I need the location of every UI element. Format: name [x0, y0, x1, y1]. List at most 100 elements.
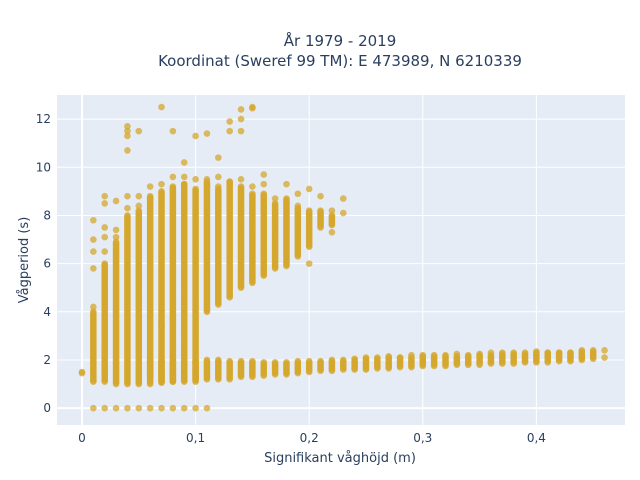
scatter-point [101, 233, 109, 241]
y-tick-label: 10 [36, 160, 51, 174]
scatter-point [328, 356, 336, 364]
scatter-point [215, 154, 222, 161]
y-tick-label: 0 [43, 401, 51, 415]
scatter-point [339, 209, 347, 217]
scatter-point [237, 176, 245, 183]
scatter-point [226, 118, 233, 125]
scatter-point [192, 132, 199, 140]
scatter-point [305, 260, 313, 267]
scatter-point [169, 404, 177, 412]
scatter-point [158, 103, 165, 111]
scatter-point [260, 180, 268, 188]
scatter-point [396, 354, 404, 361]
scatter-point [271, 195, 279, 202]
scatter-point [589, 347, 597, 354]
scatter-point [124, 192, 131, 200]
scatter-point [305, 207, 313, 214]
scatter-point [453, 350, 461, 358]
scatter-point [374, 354, 381, 361]
scatter-point [203, 356, 211, 364]
scatter-point [90, 303, 97, 311]
scatter-point [544, 349, 552, 357]
scatter-point [476, 350, 483, 358]
scatter-point [192, 176, 199, 183]
scatter-point [158, 188, 165, 195]
scatter-point [226, 357, 233, 365]
chart-title-line-2: Koordinat (Sweref 99 TM): E 473989, N 62… [158, 52, 522, 70]
scatter-point [112, 197, 120, 205]
scatter-point [249, 190, 256, 198]
scatter-point [499, 349, 506, 357]
scatter-point [169, 127, 177, 135]
scatter-point [339, 356, 347, 364]
scatter-point [430, 351, 438, 359]
scatter-point [101, 248, 109, 255]
scatter-point [567, 349, 574, 357]
scatter-point [135, 404, 143, 412]
y-axis-title: Vågperiod (s) [17, 217, 32, 304]
scatter-point [215, 356, 222, 364]
scatter-point [180, 173, 188, 181]
scatter-point [112, 226, 120, 234]
scatter-point [260, 190, 268, 198]
scatter-point [271, 200, 279, 207]
x-tick-label: 0,1 [186, 431, 205, 445]
scatter-point [294, 357, 302, 365]
scatter-point [90, 236, 97, 243]
scatter-point [180, 180, 188, 188]
scatter-point [135, 192, 143, 200]
scatter-point [169, 356, 177, 364]
scatter-point [169, 315, 177, 323]
y-tick-label: 12 [36, 112, 51, 126]
scatter-point [158, 404, 165, 412]
scatter-point [328, 207, 336, 214]
scatter-point [317, 207, 324, 214]
scatter-point [249, 183, 256, 190]
scatter-point [124, 123, 131, 130]
scatter-point [158, 356, 165, 364]
scatter-point [249, 357, 256, 365]
scatter-point [317, 192, 324, 200]
scatter-point [180, 404, 188, 412]
scatter-point [249, 104, 256, 112]
scatter-series [78, 103, 608, 412]
scatter-point [146, 183, 154, 190]
scatter-point [408, 351, 415, 359]
scatter-point [237, 183, 245, 190]
scatter-point [237, 115, 245, 123]
scatter-point [237, 106, 245, 113]
scatter-point [601, 347, 608, 354]
scatter-point [158, 180, 165, 188]
scatter-point [180, 356, 188, 364]
scatter-point [90, 248, 97, 255]
scatter-point [442, 351, 449, 359]
scatter-point [328, 228, 336, 236]
scatter-point [146, 195, 154, 202]
scatter-point [101, 404, 109, 412]
scatter-point [90, 308, 97, 316]
x-tick-label: 0 [78, 431, 86, 445]
x-axis-title: Signifikant våghöjd (m) [264, 451, 416, 466]
y-tick-label: 4 [43, 305, 51, 319]
y-tick-label: 8 [43, 208, 51, 222]
scatter-point [112, 238, 120, 246]
scatter-point [124, 204, 131, 212]
scatter-point [510, 349, 517, 357]
scatter-point [351, 355, 358, 363]
scatter-point [601, 354, 608, 361]
scatter-point [158, 322, 165, 330]
scatter-point [283, 359, 290, 366]
scatter-point [328, 212, 336, 219]
scatter-point [135, 127, 143, 135]
scatter-point [464, 351, 472, 359]
scatter-point [521, 349, 529, 357]
scatter-point [90, 404, 97, 412]
scatter-point [101, 200, 109, 207]
scatter-point [419, 351, 427, 359]
scatter-point [305, 357, 313, 365]
scatter-point [112, 233, 120, 241]
scatter-point [192, 356, 199, 364]
x-tick-label: 0,2 [300, 431, 319, 445]
scatter-point [294, 214, 302, 222]
